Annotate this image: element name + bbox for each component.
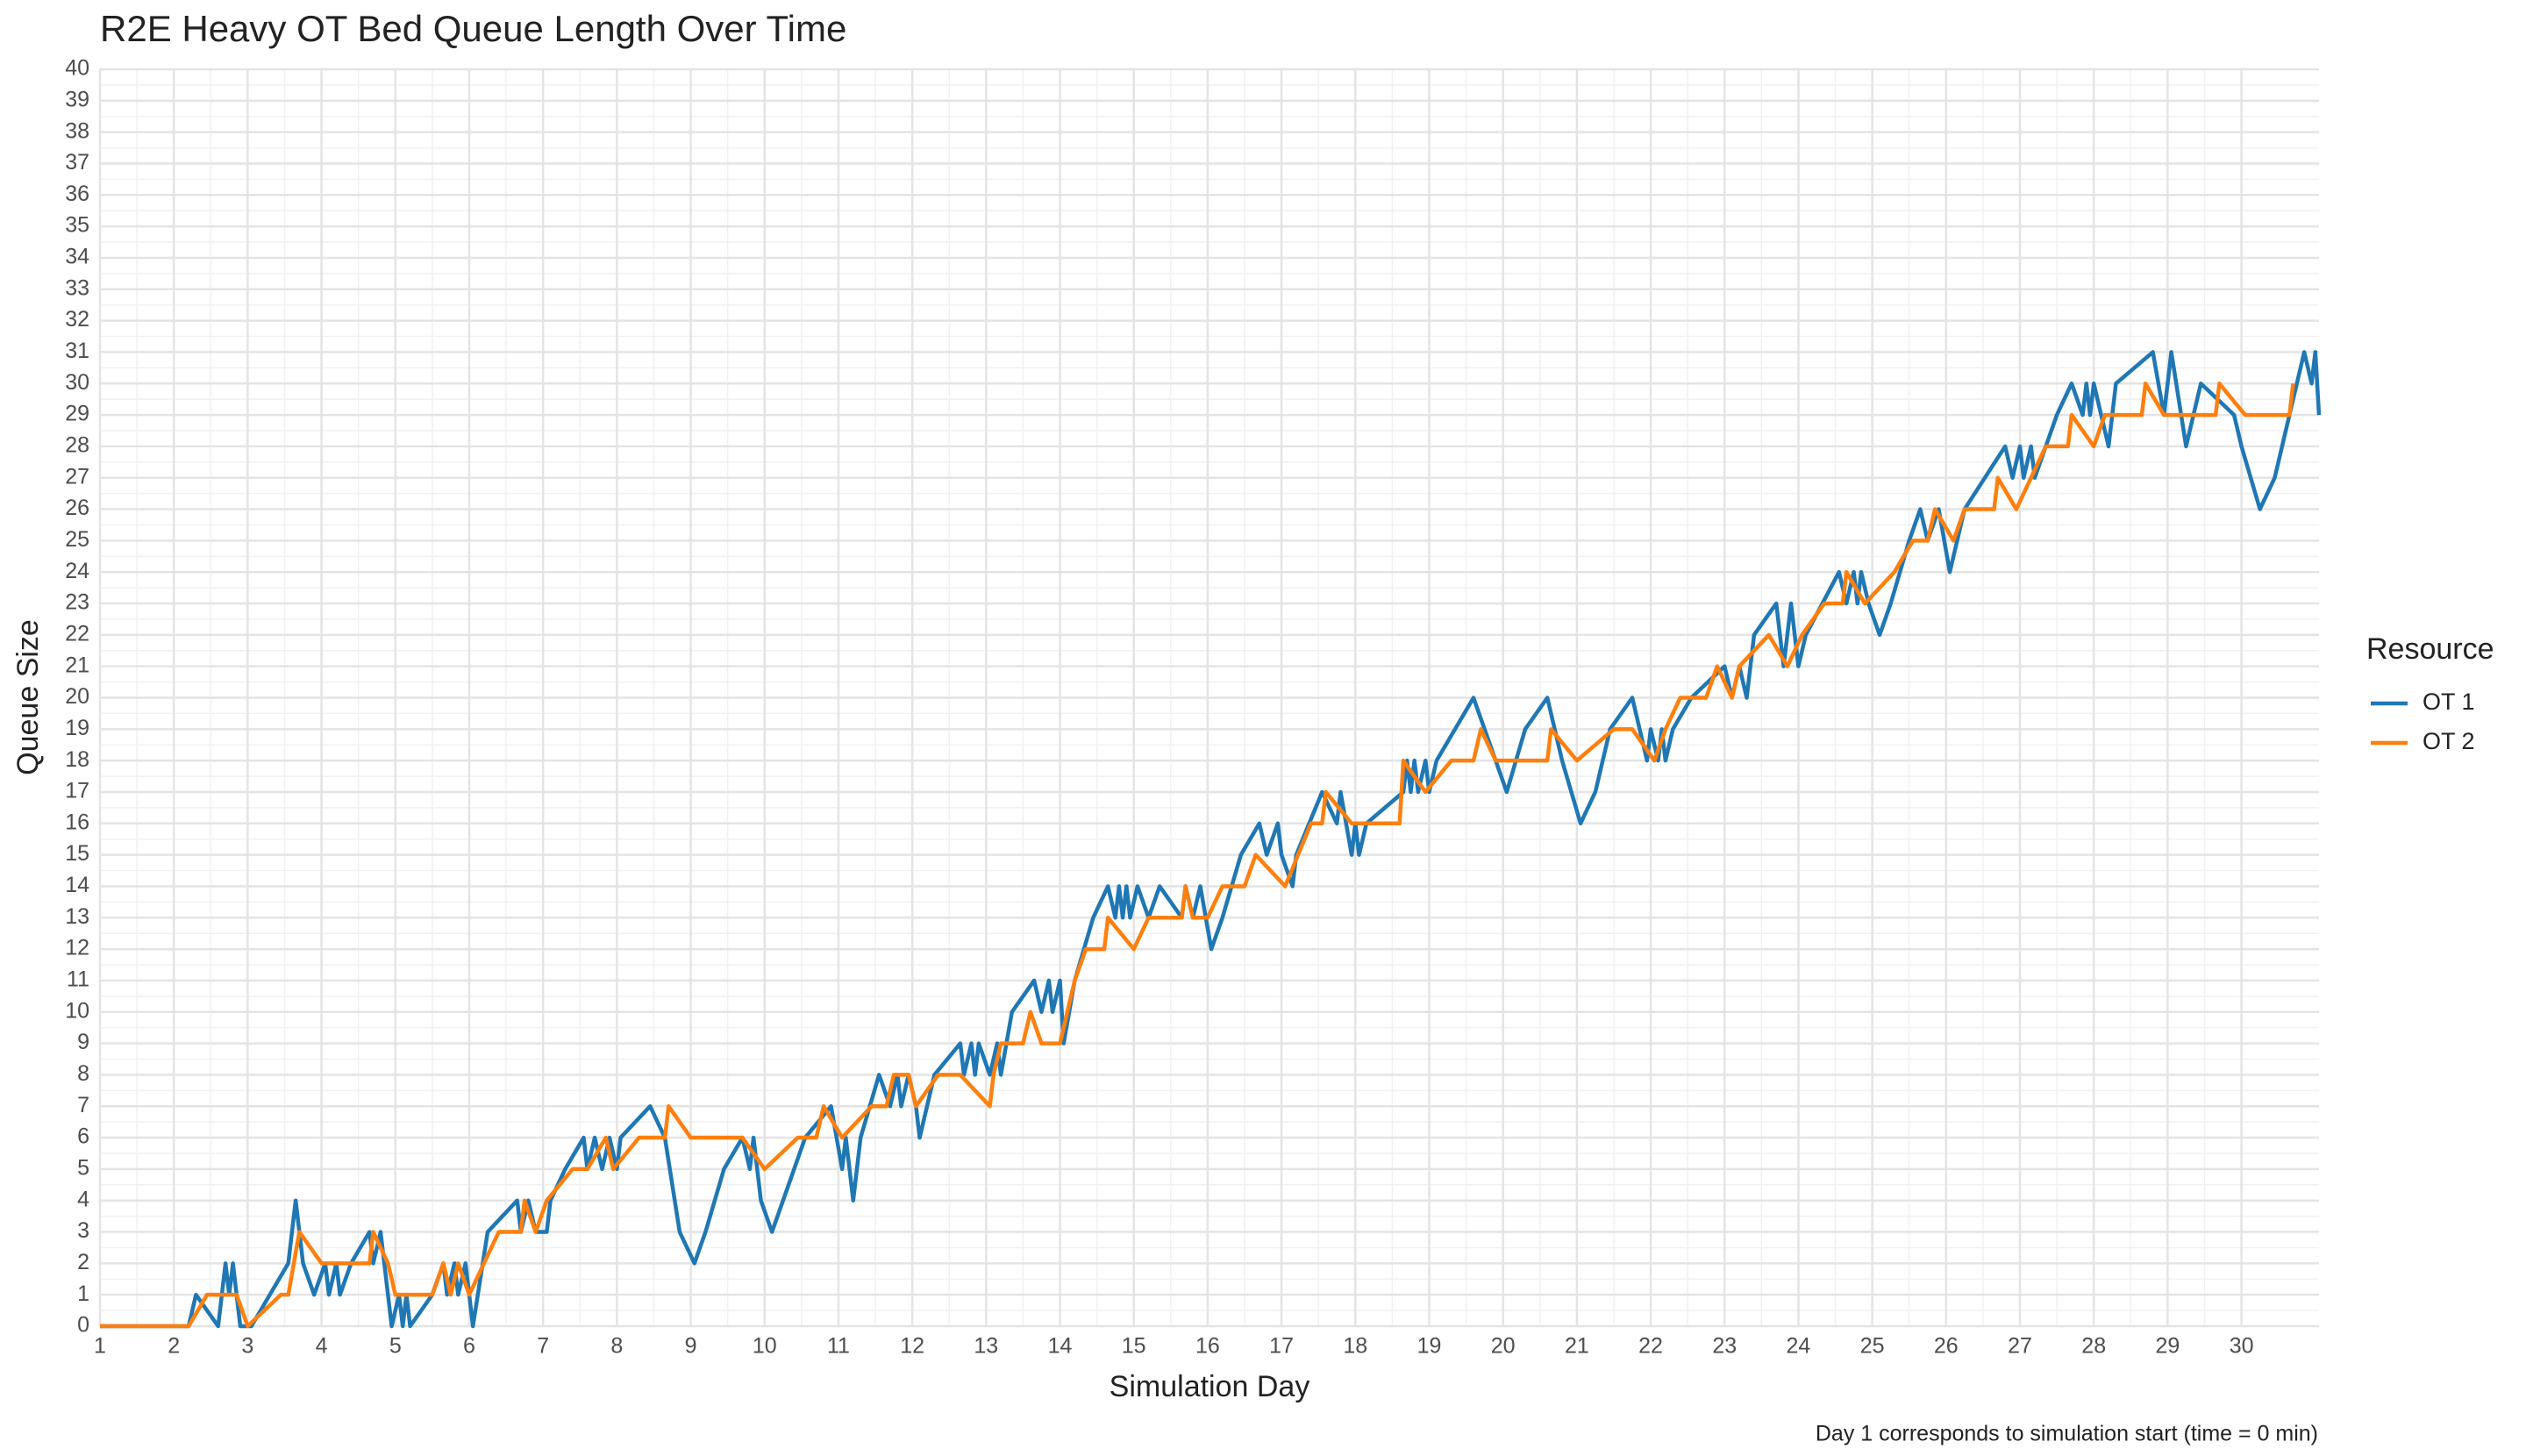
y-tick-label: 17 (65, 779, 89, 803)
caption: Day 1 corresponds to simulation start (t… (1816, 1422, 2318, 1446)
x-tick-label: 2 (168, 1334, 180, 1359)
y-tick-label: 19 (65, 716, 89, 740)
y-axis-label: Queue Size (11, 619, 45, 775)
x-tick-label: 26 (1934, 1334, 1959, 1359)
x-tick-label: 20 (1491, 1334, 1516, 1359)
x-tick-label: 27 (2008, 1334, 2032, 1359)
y-tick-label: 9 (77, 1030, 89, 1054)
x-tick-label: 1 (94, 1334, 106, 1359)
y-tick-label: 29 (65, 402, 89, 426)
x-tick-label: 6 (463, 1334, 475, 1359)
y-tick-label: 30 (65, 370, 89, 395)
x-tick-label: 5 (389, 1334, 402, 1359)
x-tick-label: 25 (1860, 1334, 1885, 1359)
y-tick-label: 12 (65, 936, 89, 960)
legend-label: OT 1 (2423, 689, 2475, 715)
y-tick-label: 3 (77, 1218, 89, 1243)
y-tick-label: 20 (65, 684, 89, 709)
y-tick-label: 16 (65, 810, 89, 834)
x-tick-label: 19 (1417, 1334, 1442, 1359)
x-tick-label: 8 (610, 1334, 623, 1359)
y-tick-label: 15 (65, 841, 89, 866)
y-tick-label: 22 (65, 621, 89, 646)
y-tick-label: 0 (77, 1313, 89, 1338)
x-tick-label: 24 (1787, 1334, 1811, 1359)
y-tick-label: 11 (67, 967, 89, 992)
y-tick-label: 10 (65, 998, 89, 1023)
x-tick-label: 9 (685, 1334, 697, 1359)
x-tick-label: 14 (1048, 1334, 1073, 1359)
y-tick-label: 40 (65, 56, 89, 81)
y-tick-label: 35 (65, 213, 89, 238)
series-line (100, 382, 2295, 1329)
y-tick-label: 37 (65, 150, 89, 175)
chart-title: R2E Heavy OT Bed Queue Length Over Time (100, 8, 846, 49)
x-tick-label: 7 (537, 1334, 549, 1359)
x-tick-label: 17 (1269, 1334, 1294, 1359)
y-tick-label: 6 (77, 1124, 89, 1149)
y-tick-label: 36 (65, 182, 89, 206)
y-tick-label: 23 (65, 590, 89, 615)
x-tick-label: 21 (1565, 1334, 1589, 1359)
y-tick-label: 5 (77, 1155, 89, 1180)
y-tick-label: 27 (65, 464, 89, 489)
x-tick-label: 28 (2081, 1334, 2106, 1359)
y-tick-label: 18 (65, 747, 89, 772)
legend-label: OT 2 (2423, 728, 2475, 754)
x-tick-label: 3 (241, 1334, 253, 1359)
x-tick-label: 11 (827, 1334, 850, 1359)
x-tick-label: 10 (753, 1334, 777, 1359)
y-tick-label: 25 (65, 527, 89, 552)
x-tick-label: 13 (974, 1334, 998, 1359)
y-tick-label: 34 (65, 245, 89, 269)
y-tick-label: 7 (77, 1093, 89, 1117)
y-tick-label: 28 (65, 433, 89, 458)
x-axis-label: Simulation Day (1110, 1370, 1310, 1403)
grid (98, 68, 2319, 1328)
y-tick-label: 38 (65, 118, 89, 143)
y-tick-label: 33 (65, 275, 89, 300)
y-tick-label: 1 (77, 1281, 89, 1306)
y-tick-label: 32 (65, 307, 89, 332)
x-tick-label: 22 (1638, 1334, 1663, 1359)
y-tick-label: 31 (65, 339, 89, 363)
x-tick-label: 18 (1343, 1334, 1367, 1359)
y-tick-label: 8 (77, 1061, 89, 1086)
x-tick-label: 4 (316, 1334, 328, 1359)
y-tick-label: 21 (65, 653, 89, 677)
x-tick-label: 30 (2230, 1334, 2254, 1359)
x-tick-label: 23 (1712, 1334, 1737, 1359)
x-tick-label: 16 (1195, 1334, 1220, 1359)
y-tick-label: 13 (65, 904, 89, 929)
y-tick-label: 39 (65, 87, 89, 111)
y-tick-label: 4 (77, 1187, 89, 1211)
y-tick-label: 2 (77, 1250, 89, 1274)
y-tick-label: 14 (65, 873, 89, 897)
y-tick-label: 26 (65, 496, 89, 520)
x-tick-label: 15 (1122, 1334, 1146, 1359)
y-tick-label: 24 (65, 559, 89, 583)
x-tick-label: 12 (900, 1334, 924, 1359)
legend-title: Resource (2366, 632, 2494, 666)
x-tick-label: 29 (2155, 1334, 2180, 1359)
